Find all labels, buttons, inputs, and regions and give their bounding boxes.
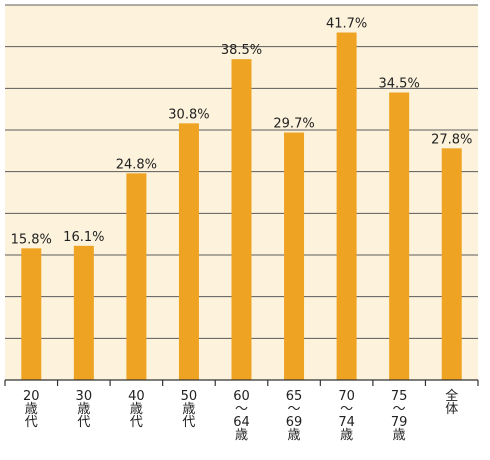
value-label-3: 30.8%: [168, 107, 209, 122]
bar-6: [336, 32, 357, 380]
category-label-line: 体: [445, 402, 458, 417]
category-label-line: 70: [338, 389, 355, 404]
category-label-line: 代: [77, 415, 90, 430]
value-labels: 15.8% 16.1% 24.8% 30.8% 38.5% 29.7% 41.7% 34.5%…: [11, 17, 473, 248]
x-axis-ticks: [4, 380, 479, 386]
value-label-4: 38.5%: [221, 43, 262, 58]
category-label-line: 歳: [393, 428, 406, 443]
category-label-7: 75〜79歳: [391, 389, 408, 443]
bars: [21, 32, 462, 381]
category-label-line: 代: [25, 415, 38, 430]
bar-5: [284, 132, 305, 380]
value-label-7: 34.5%: [379, 77, 420, 92]
value-label-5: 29.7%: [273, 117, 314, 132]
category-label-8: 全体: [445, 388, 458, 417]
category-label-line: 歳: [288, 428, 301, 443]
category-label-line: 64: [233, 415, 250, 430]
category-label-line: 〜: [288, 402, 301, 417]
category-label-line: 歳: [130, 402, 143, 417]
category-label-line: 65: [286, 389, 303, 404]
value-label-6: 41.7%: [326, 17, 367, 32]
bar-4: [231, 59, 252, 381]
category-label-line: 歳: [182, 402, 195, 417]
category-label-line: 75: [391, 389, 408, 404]
category-label-6: 70〜74歳: [338, 389, 355, 443]
category-label-line: 代: [182, 415, 195, 430]
category-label-line: 〜: [235, 402, 248, 417]
bar-2: [126, 173, 147, 380]
category-label-line: 歳: [235, 428, 248, 443]
bar-1: [73, 245, 94, 380]
category-label-line: 代: [130, 415, 143, 430]
bar-3: [178, 123, 199, 380]
category-label-line: 20: [23, 389, 40, 404]
category-label-4: 60〜64歳: [233, 389, 250, 443]
bar-8: [441, 148, 462, 380]
category-label-line: 50: [181, 389, 198, 404]
category-label-line: 〜: [340, 402, 353, 417]
bar-0: [21, 248, 42, 380]
category-label-line: 74: [338, 415, 355, 430]
category-label-line: 30: [76, 389, 93, 404]
category-label-5: 65〜69歳: [286, 389, 303, 443]
category-label-line: 69: [286, 415, 303, 430]
category-label-line: 歳: [77, 402, 90, 417]
category-label-line: 60: [233, 389, 250, 404]
value-label-1: 16.1%: [63, 230, 104, 245]
category-label-line: 79: [391, 415, 408, 430]
bar-7: [389, 92, 410, 380]
value-label-8: 27.8%: [431, 132, 472, 147]
value-label-2: 24.8%: [116, 157, 157, 172]
category-labels: 20歳代30歳代40歳代50歳代60〜64歳65〜69歳70〜74歳75〜79歳…: [23, 388, 458, 443]
category-label-line: 〜: [393, 402, 406, 417]
category-label-line: 歳: [340, 428, 353, 443]
category-label-line: 歳: [25, 402, 38, 417]
category-label-line: 40: [128, 389, 145, 404]
category-label-line: 全: [445, 388, 458, 404]
value-label-0: 15.8%: [11, 232, 52, 247]
